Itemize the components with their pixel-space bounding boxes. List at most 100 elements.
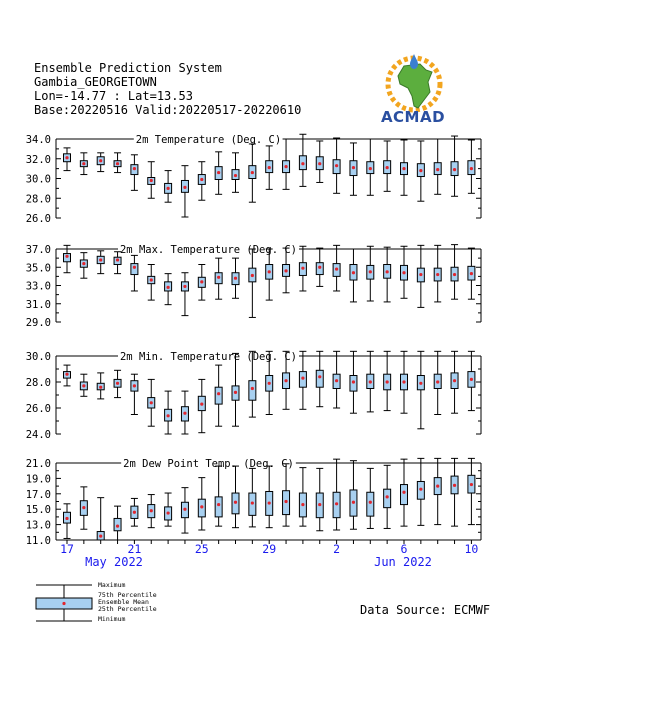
mean-dot bbox=[233, 173, 238, 178]
iqr-box bbox=[214, 386, 223, 405]
mean-dot bbox=[452, 379, 457, 383]
x-tick-label: 6 bbox=[401, 542, 408, 556]
mean-dot bbox=[233, 276, 238, 280]
mean-dot bbox=[436, 380, 440, 384]
mean-dot bbox=[166, 285, 170, 289]
mean-dot bbox=[452, 272, 457, 277]
mean-dot bbox=[351, 166, 356, 170]
legend-maximum-label: Maximum bbox=[98, 581, 126, 589]
y-tick-label: 11.0 bbox=[26, 535, 51, 547]
mean-dot bbox=[469, 167, 473, 171]
y-tick-label: 28.0 bbox=[26, 377, 51, 389]
mean-dot bbox=[183, 507, 187, 511]
mean-dot bbox=[183, 185, 187, 189]
mean-dot bbox=[402, 271, 406, 275]
mean-dot bbox=[419, 169, 423, 173]
mean-dot bbox=[419, 381, 423, 385]
x-tick-label: 10 bbox=[464, 542, 478, 556]
x-tick-label: 2 bbox=[333, 542, 340, 556]
mean-dot bbox=[301, 162, 305, 166]
mean-dot bbox=[99, 258, 103, 262]
y-tick-label: 30.0 bbox=[26, 351, 51, 363]
mean-dot bbox=[469, 482, 473, 487]
y-tick-label: 31.0 bbox=[26, 299, 51, 311]
mean-dot bbox=[82, 262, 86, 266]
mean-dot bbox=[385, 270, 389, 274]
mean-dot bbox=[267, 501, 271, 505]
mean-dot bbox=[335, 164, 339, 168]
mean-dot bbox=[65, 254, 69, 258]
mean-dot bbox=[82, 162, 86, 166]
mean-dot bbox=[65, 516, 69, 521]
mean-dot bbox=[132, 265, 136, 269]
mean-dot bbox=[351, 500, 356, 504]
mean-dot bbox=[132, 167, 136, 171]
mean-dot bbox=[166, 511, 170, 515]
mean-dot bbox=[149, 278, 153, 282]
mean-dot bbox=[200, 177, 204, 182]
mean-dot bbox=[385, 495, 389, 499]
mean-dot bbox=[99, 385, 103, 389]
legend-minimum-label: Minimum bbox=[98, 615, 126, 623]
panel-title-background bbox=[133, 134, 284, 146]
mean-dot bbox=[284, 499, 288, 504]
month-label-may: May 2022 bbox=[85, 555, 143, 569]
mean-dot bbox=[99, 534, 103, 538]
header-coordinates: Lon=-14.77 : Lat=13.53 bbox=[34, 89, 193, 103]
y-tick-label: 13.0 bbox=[26, 520, 51, 532]
iqr-box bbox=[214, 496, 223, 518]
mean-dot bbox=[115, 381, 120, 385]
y-tick-label: 26.0 bbox=[26, 403, 51, 415]
y-tick-label: 19.0 bbox=[26, 473, 51, 485]
mean-dot bbox=[284, 379, 288, 383]
mean-dot bbox=[402, 490, 406, 494]
mean-dot bbox=[318, 162, 322, 166]
mean-dot bbox=[318, 502, 322, 507]
y-tick-label: 34.0 bbox=[26, 134, 51, 146]
y-tick-label: 17.0 bbox=[26, 489, 51, 501]
mean-dot bbox=[65, 156, 69, 160]
legend-mean-dot bbox=[62, 601, 66, 606]
mean-dot bbox=[368, 270, 372, 274]
header-station: Gambia_GEORGETOWN bbox=[34, 75, 157, 89]
mean-dot bbox=[436, 484, 440, 488]
mean-dot bbox=[217, 502, 221, 507]
mean-dot bbox=[402, 167, 406, 171]
mean-dot bbox=[82, 384, 86, 388]
mean-dot bbox=[436, 168, 440, 172]
mean-dot bbox=[200, 280, 204, 284]
iqr-box bbox=[400, 484, 408, 506]
y-tick-label: 33.0 bbox=[26, 281, 51, 293]
mean-dot bbox=[115, 524, 120, 528]
mean-dot bbox=[250, 386, 254, 391]
mean-dot bbox=[267, 270, 271, 274]
mean-dot bbox=[385, 380, 389, 384]
mean-dot bbox=[132, 510, 136, 514]
x-tick-label: 25 bbox=[195, 542, 209, 556]
mean-dot bbox=[200, 505, 204, 509]
y-tick-label: 28.0 bbox=[26, 193, 51, 205]
mean-dot bbox=[368, 500, 372, 504]
acmad-logo bbox=[385, 54, 443, 113]
legend-mean-label: Ensemble Mean bbox=[98, 598, 149, 606]
panel-title: 2m Min. Temperature (Deg. C) bbox=[120, 351, 297, 363]
mean-dot bbox=[351, 271, 356, 275]
iqr-box bbox=[366, 491, 375, 517]
mean-dot bbox=[233, 500, 238, 504]
y-tick-label: 30.0 bbox=[26, 174, 51, 186]
iqr-box bbox=[130, 263, 139, 276]
mean-dot bbox=[65, 372, 69, 376]
mean-dot bbox=[233, 390, 238, 394]
mean-dot bbox=[267, 166, 271, 170]
mean-dot bbox=[82, 506, 86, 510]
panel-title-background bbox=[117, 351, 300, 363]
mean-dot bbox=[149, 401, 153, 405]
mean-dot bbox=[149, 178, 153, 183]
mean-dot bbox=[318, 375, 322, 379]
legend-p75-label: 75th Percentile bbox=[98, 591, 157, 599]
mean-dot bbox=[368, 380, 372, 384]
mean-dot bbox=[217, 275, 221, 279]
mean-dot bbox=[250, 170, 254, 175]
data-source: Data Source: ECMWF bbox=[360, 603, 491, 617]
